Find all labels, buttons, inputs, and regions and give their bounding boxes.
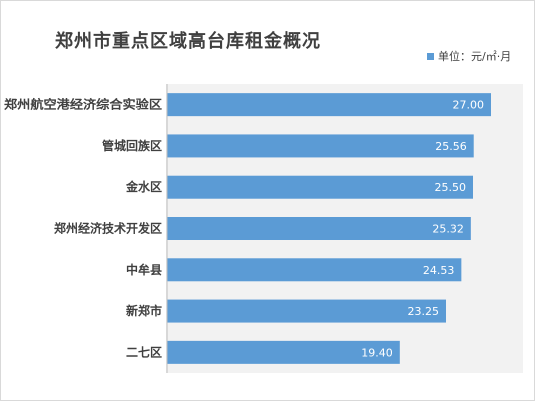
bar-value-label: 19.40 xyxy=(361,346,393,359)
category-label: 中牟县 xyxy=(126,262,162,277)
bar-value-label: 27.00 xyxy=(453,99,485,112)
bar xyxy=(167,134,474,158)
category-label: 新郑市 xyxy=(126,303,162,318)
category-label: 郑州经济技术开发区 xyxy=(54,221,162,236)
category-label: 二七区 xyxy=(126,345,162,359)
bar xyxy=(167,340,400,364)
bar xyxy=(167,93,491,117)
category-label: 管城回族区 xyxy=(102,138,162,153)
chart-legend: 单位：元/㎡·月 xyxy=(427,48,511,64)
bar-value-label: 25.32 xyxy=(432,223,464,236)
bar xyxy=(167,299,446,323)
legend-swatch xyxy=(427,52,434,60)
bar xyxy=(167,175,473,199)
bar-value-label: 25.50 xyxy=(435,181,467,194)
legend-label: 单位：元/㎡·月 xyxy=(438,50,512,63)
bar xyxy=(167,258,462,282)
category-label: 金水区 xyxy=(125,179,162,194)
category-label: 郑州航空港经济综合实验区 xyxy=(4,97,162,112)
bar-value-label: 23.25 xyxy=(408,305,440,318)
bar-value-label: 24.53 xyxy=(423,264,455,277)
chart-title: 郑州市重点区域高台库租金概况 xyxy=(55,31,321,52)
bar xyxy=(167,217,471,240)
bar-value-label: 25.56 xyxy=(435,140,467,153)
